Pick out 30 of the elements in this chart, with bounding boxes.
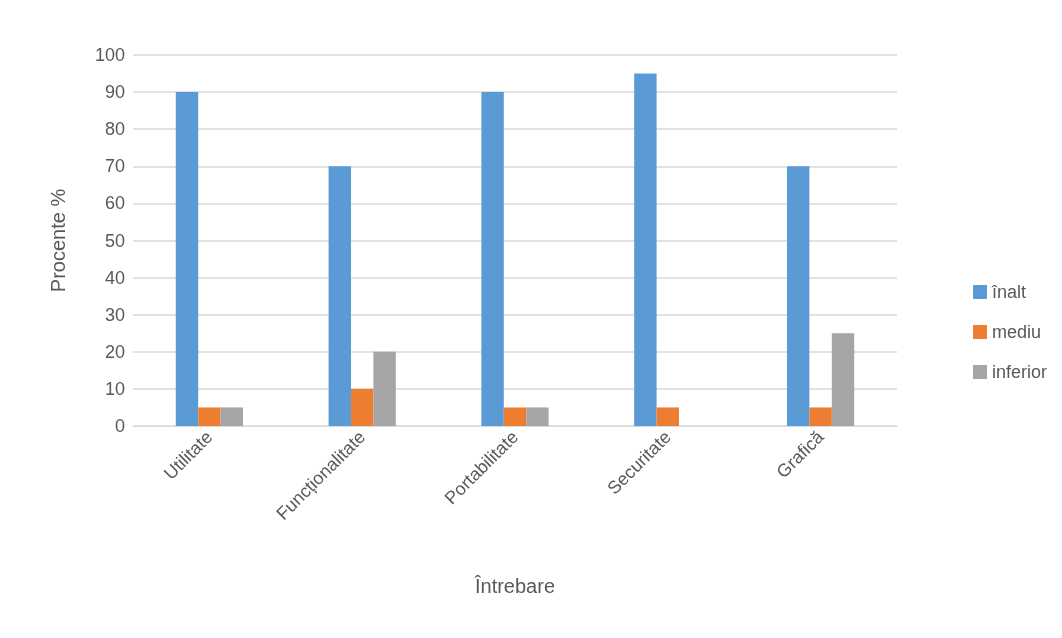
x-axis-title: Întrebare xyxy=(473,575,556,597)
bar xyxy=(831,333,855,426)
legend-label: mediu xyxy=(991,322,1042,342)
y-tick-label: 20 xyxy=(104,341,125,362)
bar xyxy=(786,166,810,426)
y-tick-label: 40 xyxy=(104,267,125,288)
y-tick-label: 60 xyxy=(104,193,125,214)
y-tick-label: 0 xyxy=(114,416,125,436)
bar xyxy=(526,407,549,426)
y-tick-label: 70 xyxy=(104,156,125,177)
bar xyxy=(373,351,396,426)
bar xyxy=(175,92,199,426)
bar xyxy=(350,388,374,426)
y-tick-label: 50 xyxy=(104,230,125,251)
legend-label: inferior xyxy=(991,362,1048,382)
y-tick-label: 30 xyxy=(104,304,125,325)
y-tick-label: 90 xyxy=(104,82,125,103)
bar xyxy=(634,73,657,426)
bar xyxy=(809,407,832,426)
bar xyxy=(328,166,351,426)
y-tick-label: 10 xyxy=(104,378,125,399)
y-tick-label: 80 xyxy=(104,119,125,140)
y-axis-title: Procente % xyxy=(47,188,69,293)
bar xyxy=(481,92,504,426)
y-tick-label: 100 xyxy=(94,45,125,65)
bar xyxy=(656,407,680,426)
bar xyxy=(198,407,221,426)
bar xyxy=(503,407,527,426)
legend-label: înalt xyxy=(990,282,1027,302)
bar xyxy=(220,407,244,426)
